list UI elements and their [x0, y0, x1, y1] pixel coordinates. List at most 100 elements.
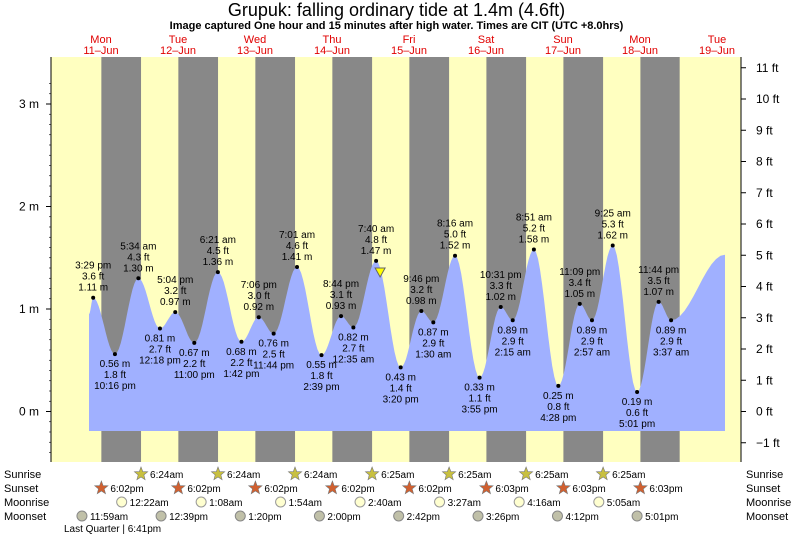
sunset-icon [555, 480, 571, 495]
tide-feet-label: 2.2 ft [230, 358, 252, 369]
tide-feet-label: 3.0 ft [248, 291, 270, 302]
sunrise-icon [518, 466, 534, 481]
tide-time-label: 7:01 am [279, 230, 315, 241]
tide-meters-label: 0.67 m [179, 348, 210, 359]
sunrise-time: 6:25am [458, 470, 491, 481]
moonset-row-label-left: Moonset [4, 511, 47, 523]
day-name-label: Sat [478, 34, 495, 46]
tide-time-label: 9:25 am [595, 208, 631, 219]
sunset-icon [247, 480, 263, 495]
tide-time-label: 10:16 pm [94, 381, 136, 392]
tide-point [556, 383, 561, 388]
tide-time-label: 7:06 pm [241, 280, 277, 291]
chart-subtitle: Image captured One hour and 15 minutes a… [169, 20, 624, 32]
sunset-row-label-right: Sunset [746, 483, 781, 495]
tide-point [112, 352, 117, 357]
tide-time-label: 6:21 am [200, 235, 236, 246]
sunset-time: 6:02pm [418, 484, 451, 495]
moonrise-icon [354, 496, 366, 508]
tide-meters-label: 0.87 m [418, 327, 449, 338]
right-axis-tick-label: 1 ft [756, 373, 773, 387]
sunset-time: 6:02pm [110, 484, 143, 495]
moonrise-row-label-right: Moonrise [746, 497, 792, 509]
tide-time-label: 5:34 am [120, 241, 156, 252]
tide-meters-label: 0.43 m [385, 372, 416, 383]
moonset-time: 12:39pm [169, 512, 208, 523]
tide-time-label: 9:46 pm [403, 274, 439, 285]
sunrise-icon [364, 466, 380, 481]
tide-feet-label: 5.0 ft [444, 230, 466, 241]
moonrise-icon [434, 496, 446, 508]
tide-meters-label: 1.41 m [282, 252, 313, 263]
tide-point [453, 253, 458, 258]
tide-point [215, 270, 220, 275]
tide-time-label: 3:37 am [653, 347, 689, 358]
right-axis-tick-label: 9 ft [756, 123, 773, 137]
tide-meters-label: 0.33 m [464, 383, 495, 394]
sunset-time: 6:03pm [572, 484, 605, 495]
moonset-icon [393, 510, 405, 522]
sunrise-icon [287, 466, 303, 481]
moonset-time: 4:12pm [565, 512, 598, 523]
right-axis-tick-label: 11 ft [756, 61, 779, 75]
tide-point [656, 299, 661, 304]
tide-meters-label: 0.89 m [656, 325, 687, 336]
tide-point [610, 243, 615, 248]
tide-point [256, 315, 261, 320]
tide-meters-label: 0.68 m [226, 347, 257, 358]
sunrise-time: 6:24am [304, 470, 337, 481]
tide-feet-label: 3.5 ft [648, 276, 670, 287]
day-date-label: 13–Jun [237, 45, 273, 57]
tide-point [173, 310, 178, 315]
tide-feet-label: 5.3 ft [602, 219, 624, 230]
moonrise-time: 1:08am [209, 498, 242, 509]
tide-feet-label: 2.9 ft [502, 336, 524, 347]
sunrise-icon [441, 466, 457, 481]
tide-meters-label: 1.36 m [203, 257, 234, 268]
day-name-label: Fri [403, 34, 416, 46]
tide-feet-label: 0.8 ft [547, 402, 569, 413]
day-date-label: 16–Jun [468, 45, 504, 57]
moonset-time: 2:00pm [327, 512, 360, 523]
moonrise-row-label-left: Moonrise [4, 497, 50, 509]
right-axis-tick-label: 2 ft [756, 342, 773, 356]
sunset-time: 6:02pm [187, 484, 220, 495]
tide-point [339, 314, 344, 319]
tide-point [531, 247, 536, 252]
tide-meters-label: 0.98 m [406, 296, 437, 307]
tide-meters-label: 0.19 m [622, 397, 653, 408]
tide-feet-label: 1.8 ft [310, 371, 332, 382]
tide-meters-label: 0.93 m [326, 301, 357, 312]
sunset-time: 6:02pm [341, 484, 374, 495]
tide-meters-label: 1.30 m [123, 263, 154, 274]
day-name-label: Thu [323, 34, 342, 46]
tide-point [477, 375, 482, 380]
tide-feet-label: 1.1 ft [468, 394, 490, 405]
tide-time-label: 11:00 pm [174, 370, 215, 381]
tide-time-label: 5:04 pm [157, 275, 193, 286]
tide-time-label: 11:09 pm [559, 267, 600, 278]
tide-time-label: 8:16 am [437, 219, 473, 230]
day-date-label: 14–Jun [314, 45, 350, 57]
left-axis-tick-label: 1 m [19, 302, 39, 316]
right-axis-tick-label: 7 ft [756, 186, 773, 200]
moonset-time: 2:42pm [407, 512, 440, 523]
day-name-label: Tue [169, 34, 188, 46]
tide-feet-label: 1.4 ft [390, 383, 412, 394]
tide-feet-label: 3.4 ft [569, 278, 591, 289]
moonset-time: 5:01pm [645, 512, 678, 523]
sunset-time: 6:02pm [264, 484, 297, 495]
tide-time-label: 5:01 pm [619, 419, 655, 430]
moonrise-icon [275, 496, 287, 508]
tide-time-label: 12:18 pm [139, 355, 181, 366]
day-date-label: 15–Jun [391, 45, 427, 57]
tide-feet-label: 2.5 ft [263, 350, 285, 361]
sunset-icon [324, 480, 340, 495]
tide-meters-label: 0.89 m [497, 325, 528, 336]
left-axis-tick-label: 2 m [19, 200, 39, 214]
tide-meters-label: 0.92 m [243, 302, 274, 313]
tide-point [271, 331, 276, 336]
left-axis-tick-label: 3 m [19, 97, 39, 111]
moonrise-time: 2:40am [368, 498, 401, 509]
tide-feet-label: 1.8 ft [104, 370, 126, 381]
